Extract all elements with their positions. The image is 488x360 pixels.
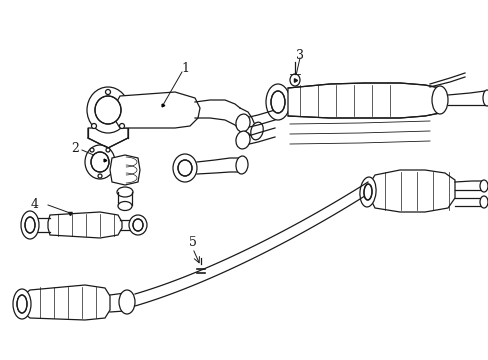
Ellipse shape [90,148,94,152]
Ellipse shape [289,74,299,86]
Ellipse shape [106,148,110,152]
Polygon shape [22,285,110,320]
Ellipse shape [117,187,133,197]
Text: 1: 1 [181,62,189,75]
Ellipse shape [118,202,132,211]
Ellipse shape [21,211,39,239]
Ellipse shape [431,86,447,114]
Ellipse shape [119,290,135,314]
Ellipse shape [25,217,35,233]
Ellipse shape [13,289,31,319]
Ellipse shape [87,87,129,133]
Polygon shape [287,83,439,118]
Ellipse shape [235,131,249,149]
Polygon shape [48,212,122,238]
Ellipse shape [98,174,102,178]
Ellipse shape [479,180,487,192]
Polygon shape [110,155,140,185]
Ellipse shape [235,114,249,132]
Ellipse shape [129,215,147,235]
Ellipse shape [482,90,488,106]
Polygon shape [369,170,454,212]
Text: 2: 2 [71,141,79,154]
Ellipse shape [236,156,247,174]
Text: 3: 3 [295,49,304,62]
Text: 4: 4 [31,198,39,211]
Ellipse shape [91,123,96,129]
Ellipse shape [95,96,121,124]
Ellipse shape [85,145,115,179]
Ellipse shape [363,184,371,200]
Polygon shape [115,92,200,128]
Ellipse shape [359,177,375,207]
Ellipse shape [17,295,27,313]
Polygon shape [88,128,128,148]
Ellipse shape [105,90,110,95]
Ellipse shape [133,219,142,231]
Ellipse shape [479,196,487,208]
Ellipse shape [91,152,109,172]
Ellipse shape [270,91,285,113]
Ellipse shape [250,122,263,140]
Ellipse shape [173,154,197,182]
Ellipse shape [178,160,192,176]
Ellipse shape [119,123,124,129]
Text: 5: 5 [188,236,196,249]
Ellipse shape [265,84,289,120]
